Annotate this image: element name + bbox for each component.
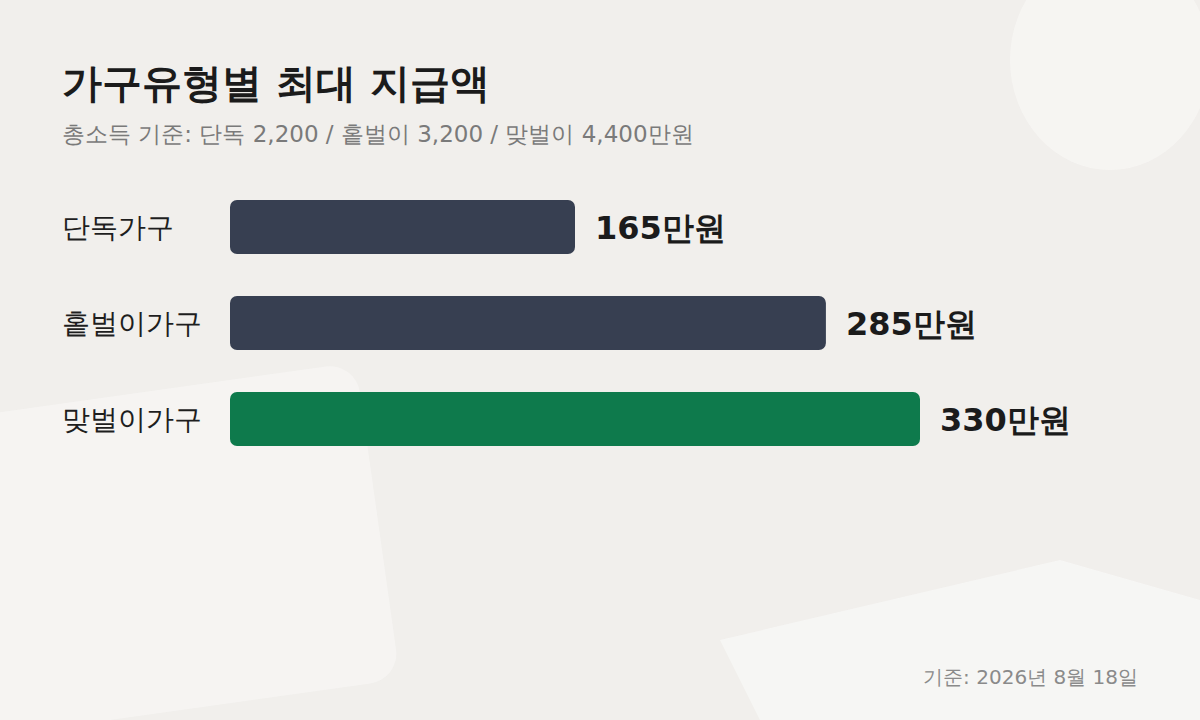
chart: 가구유형별 최대 지급액총소득 기준: 단독 2,200 / 홑벌이 3,200… bbox=[0, 0, 1200, 720]
bar bbox=[230, 200, 575, 254]
category-label: 홑벌이가구 bbox=[62, 307, 202, 340]
subtitle: 총소득 기준: 단독 2,200 / 홑벌이 3,200 / 맞벌이 4,400… bbox=[62, 121, 694, 147]
category-label: 맞벌이가구 bbox=[62, 403, 202, 436]
category-label: 단독가구 bbox=[62, 211, 174, 244]
bars bbox=[230, 200, 920, 446]
data-label: 165만원 bbox=[595, 209, 726, 247]
data-label: 330만원 bbox=[940, 401, 1071, 439]
background bbox=[0, 0, 1200, 720]
labels: 단독가구 165만원홑벌이가구 285만원맞벌이가구 330만원 bbox=[62, 209, 1071, 439]
title: 가구유형별 최대 지급액 bbox=[62, 60, 490, 106]
bar bbox=[230, 392, 920, 446]
bar bbox=[230, 296, 826, 350]
footnote: 기준: 2026년 8월 18일 bbox=[923, 665, 1138, 689]
data-label: 285만원 bbox=[846, 305, 977, 343]
